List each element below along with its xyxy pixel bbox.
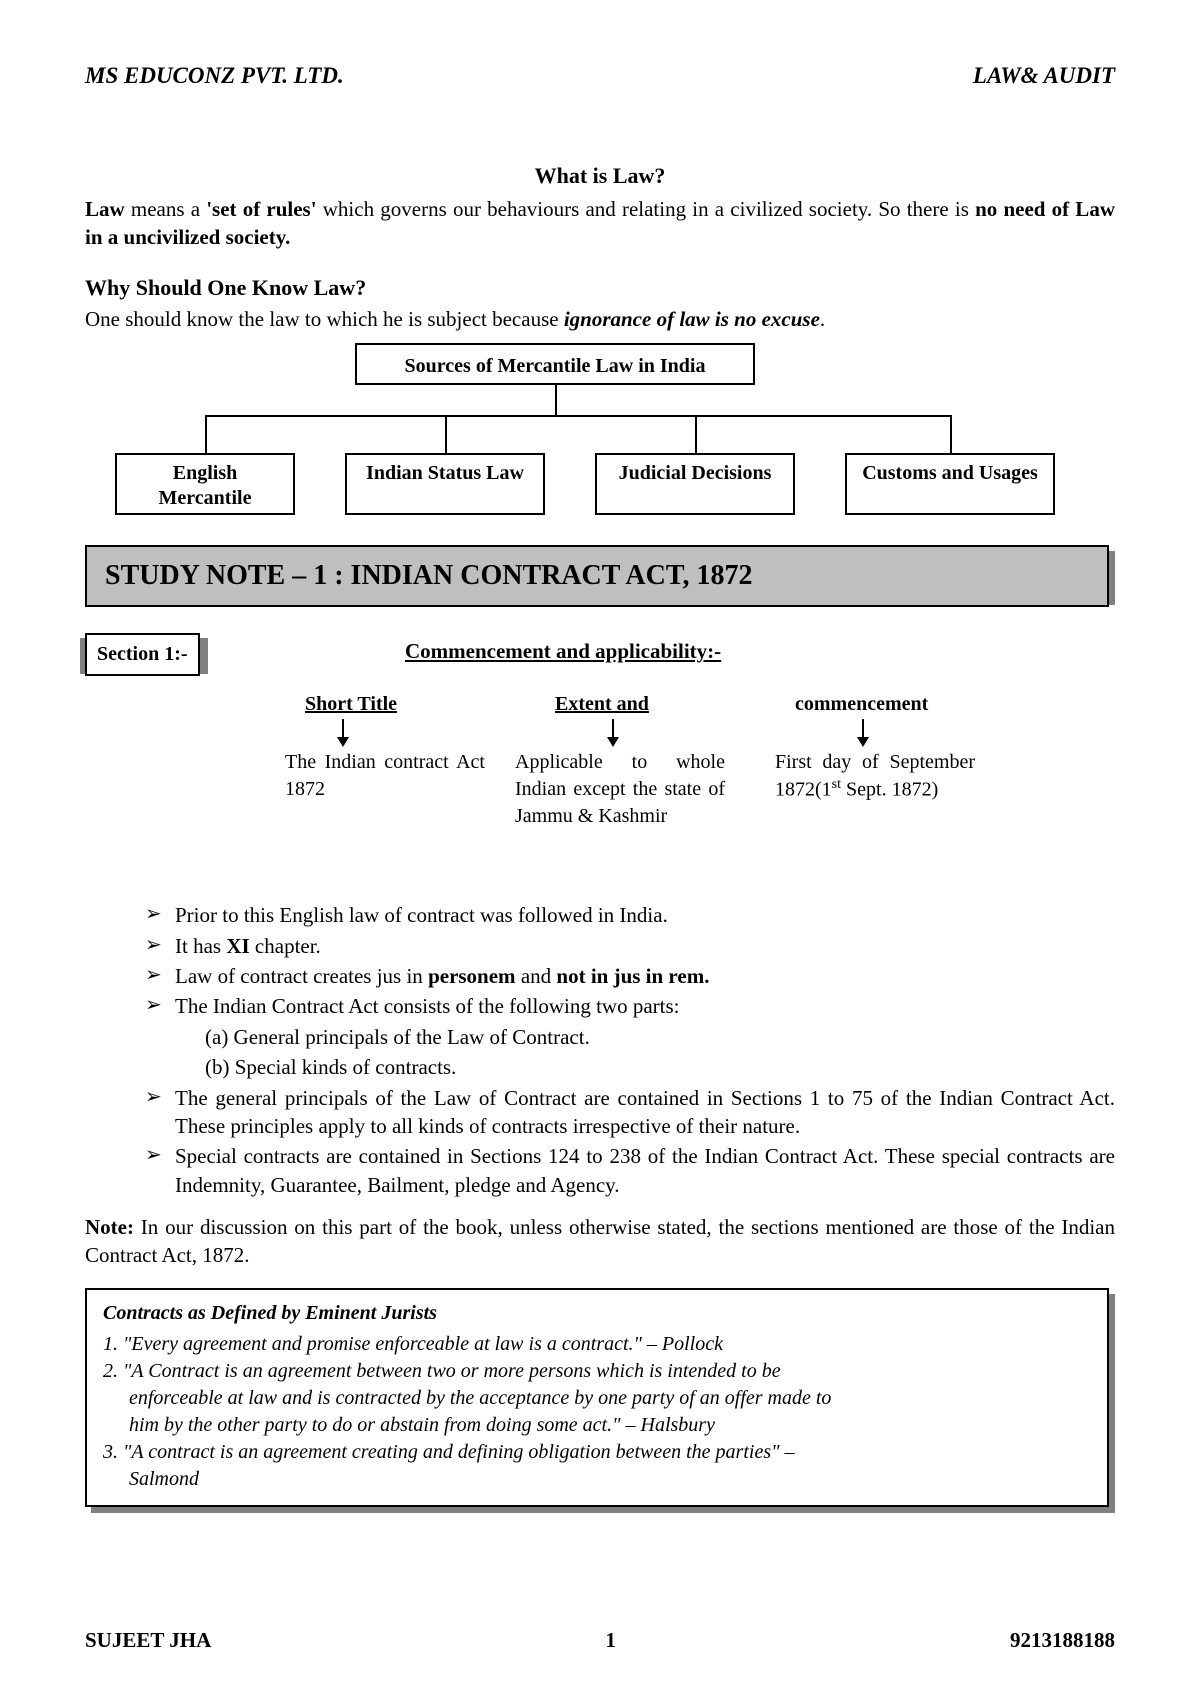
jurists-line: him by the other party to do or abstain … bbox=[129, 1412, 1091, 1439]
bullet-item: ➢It has XI chapter. bbox=[145, 932, 1115, 960]
bullet-text: The general principals of the Law of Con… bbox=[175, 1084, 1115, 1141]
commencement-heading: Commencement and applicability:- bbox=[405, 637, 721, 665]
bullet-text: Prior to this English law of contract wa… bbox=[175, 901, 1115, 929]
bullet-item: ➢The Indian Contract Act consists of the… bbox=[145, 992, 1115, 1020]
header-left: MS EDUCONZ PVT. LTD. bbox=[85, 60, 344, 91]
section-row: Section 1:- Commencement and applicabili… bbox=[85, 633, 1115, 683]
column-body: First day of September 1872(1st Sept. 18… bbox=[775, 749, 975, 804]
footer-page-number: 1 bbox=[605, 1626, 616, 1654]
jurists-content: Contracts as Defined by Eminent Jurists 1… bbox=[85, 1288, 1109, 1507]
diagram-line bbox=[950, 415, 952, 453]
law-word: Law bbox=[85, 197, 125, 221]
diagram-line bbox=[205, 415, 950, 417]
diagram-child-box: English Mercantile bbox=[115, 453, 295, 515]
diagram-child-box: Customs and Usages bbox=[845, 453, 1055, 515]
bullet-arrow-icon: ➢ bbox=[145, 901, 175, 929]
down-arrow-icon bbox=[855, 719, 871, 747]
column-heading: commencement bbox=[795, 691, 928, 718]
bullet-arrow-icon: ➢ bbox=[145, 962, 175, 990]
jurists-line: 3. "A contract is an agreement creating … bbox=[103, 1439, 1091, 1466]
jurists-line: 2. "A Contract is an agreement between t… bbox=[103, 1358, 1091, 1385]
heading-why-know-law: Why Should One Know Law? bbox=[85, 273, 1115, 303]
sources-diagram: Sources of Mercantile Law in India Englis… bbox=[85, 343, 1115, 523]
ignorance-phrase: ignorance of law is no excuse bbox=[564, 307, 820, 331]
bullet-subitem: (b) Special kinds of contracts. bbox=[145, 1053, 1115, 1081]
jurists-line: 1. "Every agreement and promise enforcea… bbox=[103, 1331, 1091, 1358]
diagram-line bbox=[695, 415, 697, 453]
heading-what-is-law: What is Law? bbox=[85, 161, 1115, 191]
bullet-arrow-icon: ➢ bbox=[145, 932, 175, 960]
jurists-line: enforceable at law and is contracted by … bbox=[129, 1385, 1091, 1412]
diagram-line bbox=[445, 415, 447, 453]
bullet-item: ➢Prior to this English law of contract w… bbox=[145, 901, 1115, 929]
column-heading: Extent and bbox=[555, 691, 649, 718]
diagram-child-box: Judicial Decisions bbox=[595, 453, 795, 515]
footer-right: 9213188188 bbox=[1010, 1626, 1115, 1654]
bullet-arrow-icon: ➢ bbox=[145, 1084, 175, 1141]
bullet-list: ➢Prior to this English law of contract w… bbox=[145, 901, 1115, 1198]
diagram-line bbox=[555, 385, 557, 415]
column-body: Applicable to whole Indian except the st… bbox=[515, 749, 725, 830]
banner-text: STUDY NOTE – 1 : INDIAN CONTRACT ACT, 18… bbox=[85, 545, 1109, 607]
study-note-banner: STUDY NOTE – 1 : INDIAN CONTRACT ACT, 18… bbox=[85, 545, 1115, 615]
bullet-item: ➢The general principals of the Law of Co… bbox=[145, 1084, 1115, 1141]
column-heading: Short Title bbox=[305, 691, 397, 718]
down-arrow-icon bbox=[335, 719, 351, 747]
three-column-area: Short Title Extent and commencement The Ind… bbox=[215, 691, 1035, 891]
footer-left: SUJEET JHA bbox=[85, 1626, 211, 1654]
page-footer: SUJEET JHA 1 9213188188 bbox=[85, 1626, 1115, 1654]
bullet-text: Law of contract creates jus in personem … bbox=[175, 962, 1115, 990]
para-what-is-law: Law means a 'set of rules' which governs… bbox=[85, 195, 1115, 252]
page-header: MS EDUCONZ PVT. LTD. LAW& AUDIT bbox=[85, 60, 1115, 91]
bullet-subitem: (a) General principals of the Law of Con… bbox=[145, 1023, 1115, 1051]
jurists-box: Contracts as Defined by Eminent Jurists 1… bbox=[85, 1288, 1115, 1507]
bullet-arrow-icon: ➢ bbox=[145, 992, 175, 1020]
note-line: Note: In our discussion on this part of … bbox=[85, 1213, 1115, 1270]
bullet-text: The Indian Contract Act consists of the … bbox=[175, 992, 1115, 1020]
down-arrow-icon bbox=[605, 719, 621, 747]
jurists-line: Salmond bbox=[129, 1466, 1091, 1493]
bullet-item: ➢Special contracts are contained in Sect… bbox=[145, 1142, 1115, 1199]
para-why-know-law: One should know the law to which he is s… bbox=[85, 305, 1115, 333]
bullet-arrow-icon: ➢ bbox=[145, 1142, 175, 1199]
set-of-rules: 'set of rules' bbox=[206, 197, 316, 221]
bullet-text: Special contracts are contained in Secti… bbox=[175, 1142, 1115, 1199]
bullet-text: It has XI chapter. bbox=[175, 932, 1115, 960]
diagram-child-box: Indian Status Law bbox=[345, 453, 545, 515]
jurists-title: Contracts as Defined by Eminent Jurists bbox=[103, 1300, 1091, 1327]
diagram-root-box: Sources of Mercantile Law in India bbox=[355, 343, 755, 385]
column-body: The Indian contract Act 1872 bbox=[285, 749, 485, 803]
header-right: LAW& AUDIT bbox=[973, 60, 1115, 91]
bullet-item: ➢Law of contract creates jus in personem… bbox=[145, 962, 1115, 990]
diagram-line bbox=[205, 415, 207, 453]
section-tag: Section 1:- bbox=[85, 633, 200, 676]
